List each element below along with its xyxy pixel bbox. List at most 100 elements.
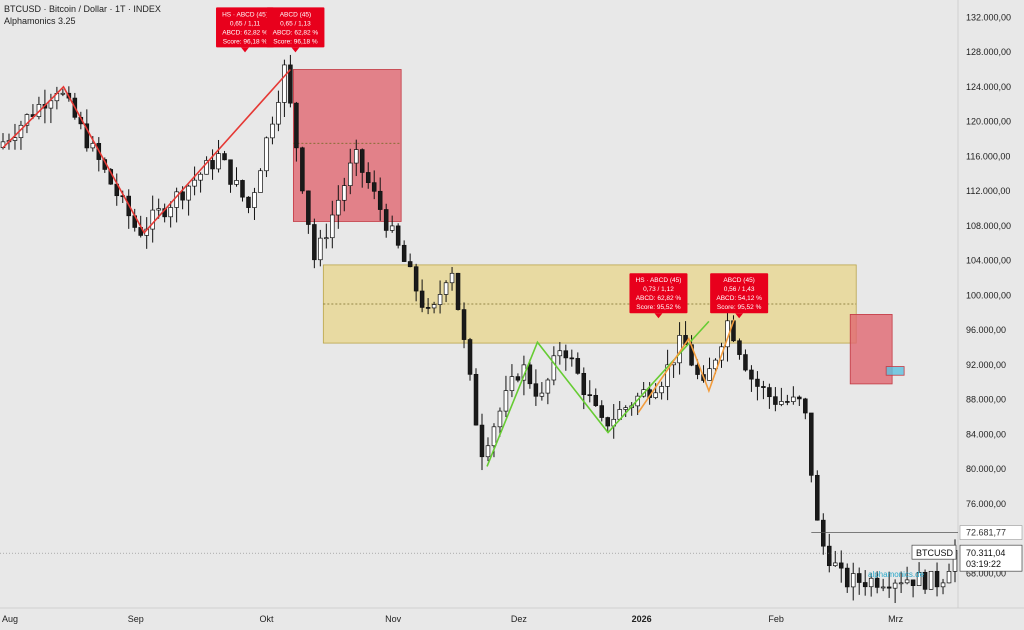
candle — [761, 386, 766, 388]
y-tick-label: 120.000,00 — [966, 117, 1011, 127]
pattern-label-text: ABCD (45) — [723, 277, 754, 284]
watermark-text: alphamonics.de — [868, 570, 925, 579]
candle — [395, 225, 401, 246]
candle — [821, 519, 826, 547]
candle — [198, 173, 203, 181]
candle — [557, 350, 563, 357]
candle — [222, 153, 227, 161]
candle — [623, 407, 628, 410]
pattern-label-text: ABCD: 54,12 % — [716, 295, 762, 302]
pattern-label-text: ABCD (45) — [280, 11, 311, 18]
zone-supply — [849, 314, 893, 385]
pattern-label[interactable]: ABCD (45) 0,65 / 1,13 ABCD: 62,82 % Score: … — [266, 7, 325, 53]
candle — [904, 579, 910, 584]
pattern-label-text: ABCD: 62,82 % — [222, 29, 268, 36]
candle — [509, 376, 515, 392]
candle — [234, 180, 239, 185]
candle — [168, 207, 173, 218]
candle — [779, 401, 784, 405]
candle — [892, 582, 898, 589]
current-price-label-box — [959, 544, 1023, 572]
y-tick-label: 88.000,00 — [966, 395, 1006, 405]
candle — [455, 272, 461, 310]
candle — [569, 357, 575, 360]
candle — [581, 372, 587, 396]
candle — [240, 180, 245, 198]
candle — [24, 114, 30, 126]
candle — [880, 586, 886, 589]
candle — [898, 582, 904, 585]
symbol-tag-box — [911, 544, 957, 560]
zone-supply — [292, 69, 402, 222]
candle — [539, 392, 545, 397]
x-tick-label: Dez — [511, 614, 528, 624]
candle — [527, 364, 533, 385]
symbol-line[interactable]: BTCUSD · Bitcoin / Dollar · 1T · INDEX — [4, 4, 161, 14]
candle — [874, 577, 880, 588]
candle — [449, 272, 455, 284]
candle — [533, 383, 539, 397]
candle — [791, 396, 796, 402]
chart-legend: BTCUSD · Bitcoin / Dollar · 1T · INDEX A… — [4, 3, 161, 27]
pattern-label[interactable]: ABCD (45) 0,56 / 1,43 ABCD: 54,12 % Score: … — [710, 273, 769, 319]
candle — [832, 562, 838, 567]
candle — [803, 398, 808, 414]
pattern-label-text: 0,65 / 1,11 — [230, 20, 261, 27]
candle — [749, 369, 754, 380]
pattern-label-pointer — [241, 47, 250, 53]
candle — [306, 190, 311, 225]
candle — [437, 294, 443, 305]
candle — [503, 390, 509, 412]
candle — [587, 394, 593, 397]
pattern-label-text: 0,73 / 1,12 — [643, 286, 674, 293]
candle — [862, 582, 868, 588]
candle — [60, 92, 66, 95]
candle — [359, 149, 365, 173]
y-tick-label: 92.000,00 — [966, 360, 1006, 370]
pattern-label-box — [266, 7, 325, 48]
candle — [797, 396, 802, 400]
candle — [940, 582, 946, 588]
candle — [377, 190, 383, 210]
zigzag-green-line — [486, 320, 710, 467]
pattern-label-text: Score: 96,18 % — [273, 38, 318, 45]
candle — [563, 350, 569, 359]
y-tick-label: 108.000,00 — [966, 221, 1011, 231]
pattern-label-text: ABCD: 62,82 % — [273, 29, 319, 36]
candle — [216, 153, 221, 170]
indicator-name[interactable]: Alphamonics 3.25 — [4, 16, 76, 26]
pattern-label[interactable]: HS · ABCD (45) 0,65 / 1,11 ABCD: 62,82 % Sc… — [216, 7, 275, 53]
candle — [946, 571, 952, 584]
candle — [665, 364, 670, 387]
y-tick-label: 80.000,00 — [966, 464, 1006, 474]
candle — [659, 386, 664, 394]
candle — [737, 340, 742, 355]
candle — [312, 224, 317, 261]
candle — [419, 290, 425, 308]
candles-group — [0, 54, 958, 604]
candle — [443, 282, 449, 295]
candle — [204, 160, 209, 175]
pattern-label-text: Score: 95,52 % — [636, 304, 681, 311]
candle — [844, 567, 850, 588]
candle — [575, 358, 581, 374]
candle — [515, 376, 521, 381]
candle — [270, 123, 275, 139]
candle — [348, 162, 353, 186]
candle — [150, 209, 155, 230]
x-tick-label: Mrz — [888, 614, 903, 624]
y-tick-label: 104.000,00 — [966, 256, 1011, 266]
candle — [282, 64, 287, 103]
zigzag-orange-line — [637, 319, 735, 414]
candle — [258, 170, 263, 193]
candle — [886, 586, 892, 589]
pattern-label[interactable]: HS · ABCD (45) 0,73 / 1,12 ABCD: 62,82 % Sc… — [629, 273, 688, 319]
candle — [491, 426, 497, 447]
candle — [84, 123, 90, 149]
y-tick-label: 96.000,00 — [966, 325, 1006, 335]
y-tick-label: 132.000,00 — [966, 12, 1011, 22]
y-tick-label: 124.000,00 — [966, 82, 1011, 92]
upper-price-label: 72.681,77 — [966, 528, 1006, 538]
